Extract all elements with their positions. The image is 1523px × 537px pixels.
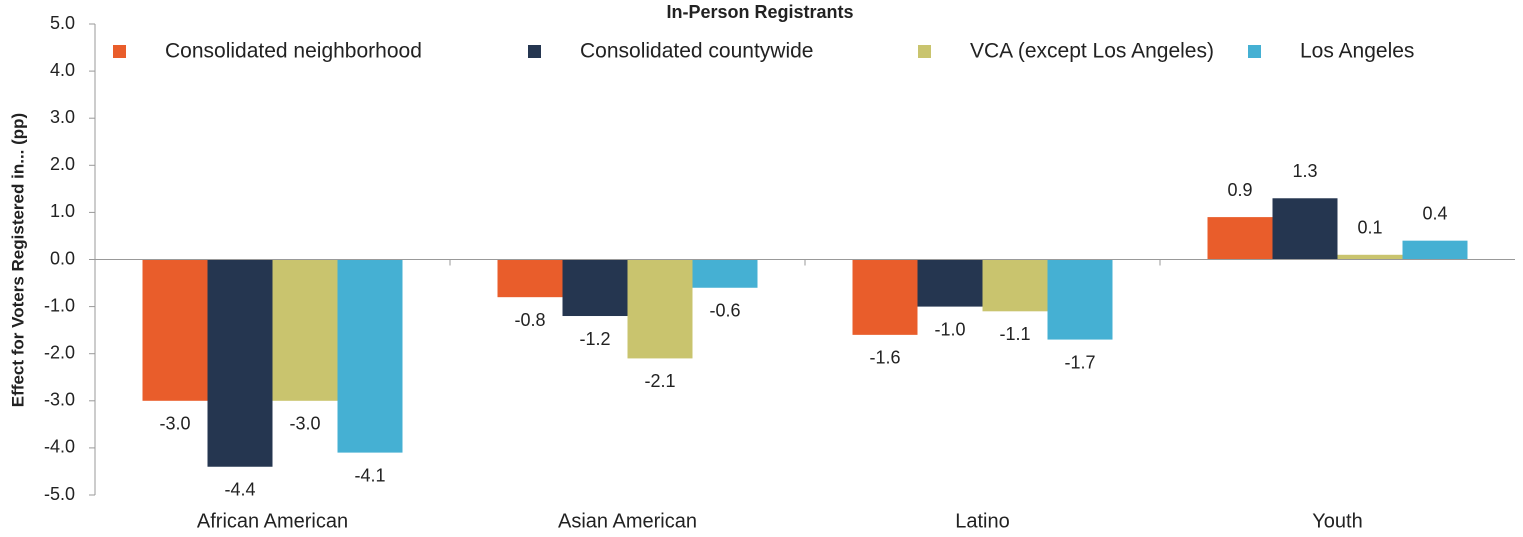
bar [1402,240,1468,260]
y-tick-label: -4.0 [44,437,75,457]
data-label: 0.9 [1227,180,1252,200]
legend-swatch [528,45,541,58]
data-label: -1.6 [869,348,900,368]
y-tick-label: 1.0 [50,201,75,221]
data-label: -1.2 [579,329,610,349]
data-label: -1.0 [934,319,965,339]
y-tick-label: 3.0 [50,107,75,127]
legend-label: VCA (except Los Angeles) [970,40,1214,63]
bar [497,259,563,298]
y-tick-label: -5.0 [44,484,75,504]
data-label: -1.1 [999,324,1030,344]
bar [692,259,758,288]
data-label: -3.0 [289,414,320,434]
y-tick-label: -2.0 [44,342,75,362]
legend-swatch [918,45,931,58]
data-label: 0.4 [1422,203,1447,223]
y-tick-label: -3.0 [44,390,75,410]
bar [852,259,918,335]
data-label: -4.4 [224,479,255,499]
legend-label: Consolidated countywide [580,40,813,63]
legend-swatch [113,45,126,58]
legend-swatch [1248,45,1261,58]
x-tick-label: Latino [955,510,1010,532]
legend-label: Consolidated neighborhood [165,40,422,63]
bar [982,259,1048,312]
bar [1207,217,1273,260]
data-label: -1.7 [1064,352,1095,372]
data-label: -0.6 [709,301,740,321]
data-label: -0.8 [514,310,545,330]
y-tick-label: 0.0 [50,248,75,268]
x-tick-label: Youth [1312,510,1362,532]
bar [1337,254,1403,260]
legend-label: Los Angeles [1300,40,1414,63]
y-tick-label: 5.0 [50,13,75,33]
bar [562,259,628,317]
x-tick-label: African American [197,510,348,532]
bar [207,259,273,467]
data-label: -2.1 [644,371,675,391]
data-label: 0.1 [1357,218,1382,238]
bar [1272,198,1338,260]
y-tick-label: 4.0 [50,60,75,80]
y-axis-label: Effect for Voters Registered in... (pp) [8,113,27,407]
data-label: -3.0 [159,414,190,434]
chart-title: In-Person Registrants [666,2,853,22]
bar [917,259,983,307]
y-tick-label: -1.0 [44,295,75,315]
bar [1047,259,1113,340]
bar [337,259,403,453]
bar [142,259,208,401]
data-label: -4.1 [354,465,385,485]
bar [627,259,693,359]
data-label: 1.3 [1292,161,1317,181]
bar [272,259,338,401]
y-tick-label: 2.0 [50,154,75,174]
x-tick-label: Asian American [558,510,697,532]
